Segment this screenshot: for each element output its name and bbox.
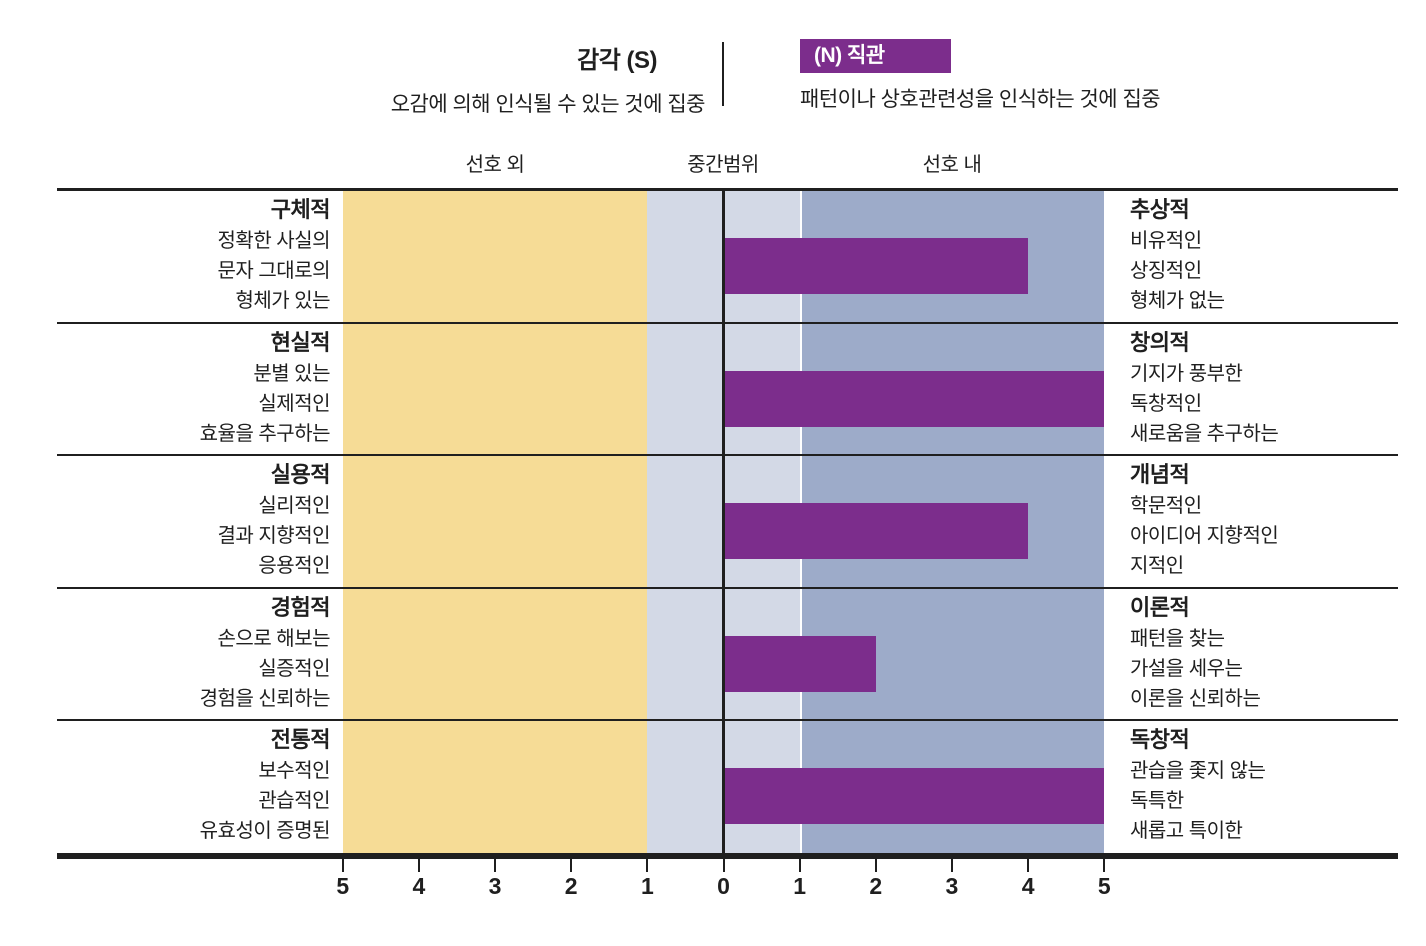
row-title-left: 전통적 [270,727,331,753]
axis-tick [798,859,801,872]
row-desc-left: 유효성이 증명된 [199,820,331,843]
row-desc-left: 관습적인 [258,790,330,813]
row-desc-right: 가설을 세우는 [1130,657,1243,680]
row-desc-left: 정확한 사실의 [217,230,331,252]
axis-tick-label: 5 [336,873,350,899]
row-desc-left: 실제적인 [258,392,330,415]
row-desc-right: 독창적인 [1130,392,1202,415]
row-separator [57,719,1398,722]
row-desc-left: 보수적인 [258,760,330,783]
axis-tick [417,859,420,872]
row-title-left: 실용적 [270,462,331,488]
axis-tick [494,859,497,872]
axis-tick [570,859,573,872]
row-desc-right: 지적인 [1130,555,1184,578]
preference-bar [722,635,876,692]
row-desc-right: 학문적인 [1130,495,1202,518]
axis-tick [1103,859,1106,872]
row-desc-left: 경험을 신뢰하는 [199,687,331,710]
row-desc-right: 형체가 없는 [1130,290,1225,312]
row-desc-right: 관습을 좇지 않는 [1130,760,1266,783]
row-separator [57,586,1398,589]
preference-bar [722,768,1105,825]
row-desc-right: 기지가 풍부한 [1130,362,1243,385]
row-desc-left: 실리적인 [258,495,330,518]
zone-out-of-preference [342,190,648,853]
axis-tick-label: 2 [564,873,578,899]
row-desc-right: 패턴을 찾는 [1130,627,1225,650]
axis-tick-label: 5 [1097,873,1111,899]
row-desc-right: 아이디어 지향적인 [1130,525,1279,548]
row-desc-right: 새로움을 추구하는 [1130,422,1279,445]
axis-tick-label: 4 [412,873,426,899]
row-desc-right: 이론을 신뢰하는 [1130,687,1261,710]
zone-label-out-of-preference: 선호 외 [465,154,525,176]
row-desc-left: 효율을 추구하는 [199,422,331,445]
row-desc-left: 분별 있는 [253,362,330,385]
sensing-title: 감각 (S) [577,47,657,74]
axis-tick [874,859,877,872]
intuition-badge: (N) 직관 [800,39,951,73]
zero-line [722,190,725,853]
axis-tick-label: 1 [793,873,807,899]
axis-tick [341,859,344,872]
axis-tick-label: 4 [1021,873,1035,899]
zone-label-midzone: 중간범위 [687,154,759,176]
row-desc-right: 비유적인 [1130,230,1202,252]
zone-label-in-preference: 선호 내 [922,154,982,176]
row-desc-right: 상징적인 [1130,260,1202,282]
row-desc-right: 독특한 [1130,790,1184,813]
row-desc-left: 문자 그대로의 [217,260,331,282]
axis-tick-label: 1 [640,873,654,899]
row-desc-left: 손으로 해보는 [217,627,331,650]
preference-bar [722,503,1029,560]
row-separator [57,454,1398,457]
row-title-right: 개념적 [1130,462,1190,488]
sensing-header: 감각 (S) 오감에 의해 인식될 수 있는 것에 집중 [140,40,706,118]
x-axis-line [57,853,1398,859]
row-title-right: 이론적 [1130,594,1190,620]
axis-tick [950,859,953,872]
axis-tick-label: 2 [869,873,883,899]
axis-tick [1027,859,1030,872]
intuition-subtitle: 패턴이나 상호관련성을 인식하는 것에 집중 [800,88,1161,111]
axis-tick [722,859,725,872]
row-desc-left: 형체가 있는 [235,290,330,312]
header-divider [722,42,724,106]
axis-tick [646,859,649,872]
preference-bar [722,370,1105,427]
row-desc-right: 새롭고 특이한 [1130,820,1243,843]
row-title-right: 추상적 [1130,197,1190,222]
row-title-left: 현실적 [270,329,331,355]
axis-tick-label: 0 [717,873,730,899]
row-desc-left: 응용적인 [258,555,330,578]
row-title-left: 경험적 [270,594,331,620]
top-rule [57,188,1398,191]
row-desc-left: 결과 지향적인 [217,525,331,548]
row-title-right: 독창적 [1130,727,1190,753]
sensing-subtitle: 오감에 의해 인식될 수 있는 것에 집중 [390,93,706,116]
preference-bar [722,238,1029,294]
row-desc-left: 실증적인 [258,657,330,680]
intuition-header: (N) 직관 패턴이나 상호관련성을 인식하는 것에 집중 [800,39,1365,113]
axis-tick-label: 3 [945,873,959,899]
row-title-left: 구체적 [270,197,331,222]
axis-tick-label: 3 [488,873,502,899]
row-separator [57,321,1398,324]
row-title-right: 창의적 [1130,329,1190,355]
